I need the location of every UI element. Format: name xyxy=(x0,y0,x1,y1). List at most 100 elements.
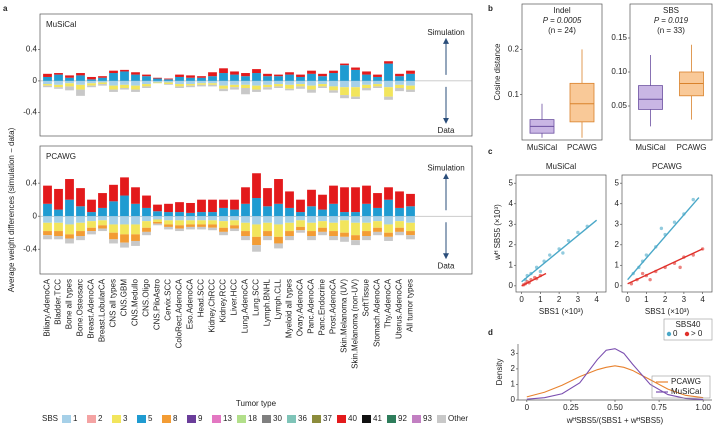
legend-swatch xyxy=(87,415,96,423)
bar-segment xyxy=(43,203,52,217)
bar-segment xyxy=(296,86,305,89)
y-tick-label: -0.4 xyxy=(23,107,37,116)
bar-segment xyxy=(329,236,338,241)
x-tick-label: Breast.LobularCA xyxy=(98,278,107,342)
bar-segment xyxy=(307,206,316,217)
bar-segment xyxy=(274,216,283,225)
plot-frame xyxy=(39,145,473,275)
bar-segment xyxy=(197,212,206,217)
bar-segment xyxy=(219,231,228,236)
bar-segment xyxy=(263,222,272,232)
bar-segment xyxy=(329,73,338,81)
bar-segment xyxy=(175,212,184,217)
bar-segment xyxy=(230,84,239,88)
bar-segment xyxy=(186,224,195,227)
bar-segment xyxy=(351,80,360,88)
bar-segment xyxy=(296,220,305,227)
legend-label: 1 xyxy=(73,414,78,423)
legend-label: 0 xyxy=(673,329,678,338)
bar-segment xyxy=(98,228,107,232)
bar-segment xyxy=(329,231,338,237)
bar-segment xyxy=(197,83,206,85)
bar-segment xyxy=(120,242,129,248)
legend-label: 8 xyxy=(173,414,178,423)
bar-segment xyxy=(164,82,173,85)
fit-line xyxy=(627,197,700,281)
bar-segment xyxy=(164,80,173,83)
bar-segment xyxy=(351,212,360,217)
point xyxy=(561,251,565,255)
bar-segment xyxy=(318,221,327,228)
legend-swatch xyxy=(62,415,71,423)
bar-segment xyxy=(340,187,349,213)
y-tick-label: 0.15 xyxy=(611,33,627,42)
bar-segment xyxy=(296,74,305,77)
x-tick-label: Thy.AdenoCA xyxy=(384,278,393,328)
x-tick-label: 2 xyxy=(557,295,562,304)
legend-label: 5 xyxy=(148,414,153,423)
bar-segment xyxy=(197,226,206,230)
bar-segment xyxy=(153,211,162,217)
box xyxy=(638,85,663,110)
bar-segment xyxy=(285,222,294,232)
bar-segment xyxy=(230,225,239,229)
density-line xyxy=(526,365,704,399)
bar-segment xyxy=(285,207,294,217)
bar-segment xyxy=(307,80,316,86)
x-tick-label: Panc.Endocrine xyxy=(318,278,327,335)
x-tick-label: PCAWG xyxy=(677,143,707,152)
bar-segment xyxy=(98,225,107,229)
y-axis-label: Density xyxy=(495,359,504,386)
panel-title: PCAWG xyxy=(652,162,682,171)
x-tick-label: CNS.Oligo xyxy=(142,278,151,316)
bar-segment xyxy=(153,82,162,84)
bar-segment xyxy=(263,84,272,88)
bar-segment xyxy=(318,231,327,236)
box xyxy=(569,82,595,123)
bar-segment xyxy=(54,231,63,237)
annotation: Data xyxy=(438,126,455,135)
bar-segment xyxy=(395,216,404,222)
legend-swatch xyxy=(362,415,371,423)
bar-segment xyxy=(230,80,239,85)
panel-title: SBS xyxy=(663,6,679,15)
bar-segment xyxy=(43,235,52,240)
bar-segment xyxy=(76,231,85,237)
bar-segment xyxy=(406,216,415,223)
bar-segment xyxy=(307,236,316,241)
bar-segment xyxy=(54,73,63,75)
x-tick-label: ColoRect.AdenoCA xyxy=(175,278,184,348)
legend-label: 3 xyxy=(123,414,128,423)
panel-letter: d xyxy=(488,328,493,337)
x-tick-label: Uterus.AdenoCA xyxy=(395,278,404,339)
bar-segment xyxy=(252,216,261,225)
legend-label: 37 xyxy=(323,414,332,423)
bar-segment xyxy=(252,198,261,217)
y-tick-label: 0.1 xyxy=(508,90,520,99)
bar-segment xyxy=(109,239,118,244)
bar-segment xyxy=(241,222,250,232)
y-tick-label: 0 xyxy=(33,211,38,220)
bar-segment xyxy=(164,79,173,81)
legend-swatch xyxy=(412,415,421,423)
bar-segment xyxy=(164,226,173,230)
bar-segment xyxy=(219,227,228,232)
bar-segment xyxy=(219,68,228,74)
bar-segment xyxy=(285,216,294,223)
bar-segment xyxy=(285,236,294,241)
bar-segment xyxy=(54,87,63,89)
bar-segment xyxy=(395,221,404,228)
bar-segment xyxy=(318,216,327,222)
bar-segment xyxy=(87,79,96,81)
y-tick-label: 0.10 xyxy=(611,67,627,76)
bar-segment xyxy=(153,78,162,81)
bar-segment xyxy=(153,223,162,226)
bar-segment xyxy=(241,87,250,95)
bar-segment xyxy=(98,193,107,208)
bar-segment xyxy=(76,89,85,96)
bar-segment xyxy=(142,207,151,217)
legend-label: 36 xyxy=(298,414,307,423)
bar-segment xyxy=(109,216,118,225)
bar-segment xyxy=(285,80,294,85)
bar-segment xyxy=(98,82,107,85)
